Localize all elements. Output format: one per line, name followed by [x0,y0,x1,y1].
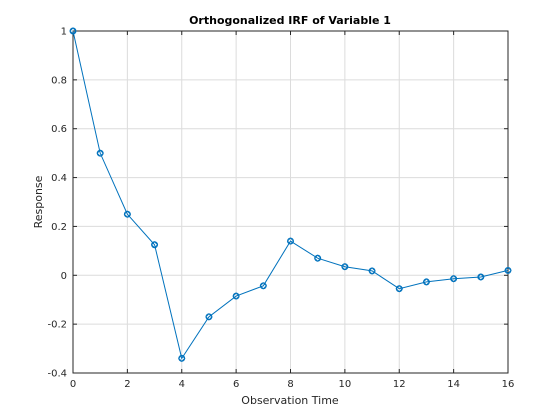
y-tick-label: 0.8 [51,75,67,86]
x-tick-label: 14 [447,379,460,390]
data-point-diamond-marker [178,354,186,362]
data-point-diamond-marker [477,273,485,281]
irf-line [72,30,509,360]
data-point-diamond-marker [314,254,322,262]
y-axis-title: Response [32,175,45,228]
data-point [477,273,485,281]
x-tick-label: 6 [233,379,239,390]
data-point-diamond-marker [96,149,104,157]
data-point [314,254,322,262]
y-tick-label: 1 [61,27,67,38]
data-point [422,278,431,286]
data-point [150,241,159,249]
data-point-diamond-marker [341,263,349,271]
y-tick-label: -0.4 [47,369,67,380]
x-tick-label: 16 [502,379,515,390]
data-point [259,282,267,290]
data-point [368,267,376,275]
data-point [178,354,186,362]
data-point [69,27,77,35]
data-point-diamond-marker [449,275,458,283]
y-tick-label: 0 [61,271,67,282]
x-tick-label: 8 [287,379,293,390]
data-point [96,149,104,157]
data-point-diamond-marker [504,266,512,275]
data-point [504,266,512,275]
data-point [123,210,132,218]
x-tick-label: 0 [70,379,76,390]
data-point [449,275,458,283]
x-tick-label: 10 [339,379,352,390]
data-point-diamond-marker [205,313,213,321]
data-point-diamond-marker [395,285,403,293]
data-point-diamond-marker [150,241,159,249]
data-point-diamond-marker [259,282,267,290]
x-tick-label: 2 [124,379,130,390]
y-tick-label: -0.2 [47,320,67,331]
data-point-diamond-marker [232,292,240,300]
data-point [232,292,240,300]
data-point-diamond-marker [368,267,376,275]
y-tick-label: 0.6 [51,124,67,135]
data-point [341,263,349,271]
data-point [205,313,213,321]
data-point-diamond-marker [422,278,431,286]
data-point [286,237,295,245]
data-point-diamond-marker [286,237,295,245]
x-tick-label: 12 [393,379,406,390]
x-axis-title: Observation Time [241,394,339,407]
y-tick-label: 0.2 [51,222,67,233]
y-tick-label: 0.4 [51,173,67,184]
chart-title: Orthogonalized IRF of Variable 1 [189,14,391,27]
data-point [395,285,403,293]
x-tick-label: 4 [179,379,185,390]
data-point-diamond-marker [69,27,77,35]
data-point-diamond-marker [123,210,132,218]
